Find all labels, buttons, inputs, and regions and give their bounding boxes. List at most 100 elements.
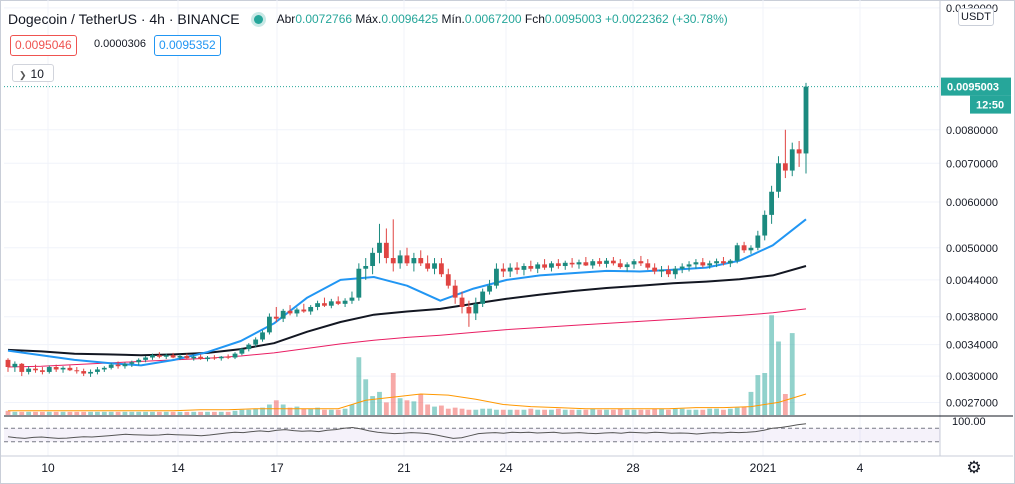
- candle: [445, 268, 451, 289]
- volume-bar: [734, 407, 740, 415]
- volume-bar: [122, 411, 128, 415]
- candle: [150, 353, 155, 360]
- low-label: Mín.: [441, 12, 465, 26]
- candle-body: [638, 261, 644, 264]
- candle: [349, 291, 355, 304]
- candle-body: [604, 260, 609, 264]
- candle: [727, 259, 733, 268]
- candle-body: [707, 263, 713, 266]
- volume-bar: [39, 411, 45, 415]
- volume-bar: [156, 411, 162, 415]
- candle-body: [308, 306, 314, 312]
- candle-body: [232, 353, 238, 358]
- candle: [583, 256, 589, 267]
- candle: [39, 367, 45, 375]
- candle-body: [74, 370, 80, 372]
- volume-bar: [521, 409, 527, 415]
- candle: [700, 258, 706, 268]
- volume-bar: [776, 341, 781, 415]
- candle: [487, 279, 492, 295]
- candle-body: [666, 269, 671, 275]
- candle-body: [170, 355, 176, 358]
- volume-bar: [225, 411, 231, 415]
- candle: [26, 366, 32, 375]
- candle: [652, 263, 658, 275]
- candle: [74, 367, 80, 374]
- candle-body: [5, 359, 11, 368]
- candle: [762, 210, 768, 241]
- candle: [686, 261, 692, 272]
- candle: [335, 296, 341, 306]
- currency-label[interactable]: USDT: [958, 8, 994, 26]
- candle-body: [39, 370, 45, 372]
- candle-body: [617, 263, 623, 268]
- candle: [129, 360, 135, 368]
- candle-body: [19, 363, 25, 372]
- rsi-axis-label: 100.00: [952, 416, 986, 428]
- volume-bar: [5, 410, 11, 415]
- candle-body: [755, 235, 761, 248]
- candle: [721, 256, 726, 266]
- candle: [734, 242, 740, 264]
- last-price-value: 0.0095003: [947, 82, 999, 94]
- last-price-label: 0.0095003 12:50: [941, 77, 1011, 114]
- chevron-down-icon: ❯: [19, 70, 27, 80]
- candle-body: [273, 316, 279, 319]
- candle-body: [370, 252, 376, 267]
- candle-body: [610, 260, 616, 264]
- candle-body: [377, 242, 382, 253]
- volume-bar: [115, 411, 121, 415]
- volume-bar: [53, 411, 59, 415]
- candle-body: [686, 264, 692, 267]
- close-label: Fch: [524, 12, 545, 26]
- close-value: 0.0095003: [544, 12, 602, 26]
- candle-body: [487, 285, 492, 292]
- candle: [67, 365, 73, 372]
- candle: [693, 259, 699, 269]
- candle: [645, 259, 651, 270]
- candle-body: [796, 149, 802, 154]
- candle-body: [315, 303, 320, 307]
- candle-body: [624, 264, 630, 268]
- candle: [569, 258, 575, 268]
- candle-body: [163, 355, 169, 357]
- volume-bar: [652, 408, 658, 415]
- time-tick-label: 28: [626, 461, 640, 475]
- candle: [191, 355, 197, 361]
- candle-body: [301, 309, 307, 312]
- sell-price-button[interactable]: 0.0095046: [10, 35, 77, 56]
- candle: [205, 355, 210, 362]
- candles: [5, 82, 809, 377]
- candle: [342, 298, 348, 307]
- buy-price-button[interactable]: 0.0095352: [154, 35, 221, 56]
- candle: [425, 255, 431, 272]
- candle: [714, 258, 719, 268]
- price-tick-label: 0.0070000: [946, 158, 998, 170]
- candle: [239, 347, 245, 356]
- candle: [610, 256, 616, 266]
- price-axis: 0.01300000.00800000.00700000.00600000.00…: [939, 0, 998, 456]
- volume-bar: [170, 411, 176, 415]
- candle-body: [597, 261, 603, 264]
- volume-bar: [727, 408, 733, 415]
- candle: [280, 308, 286, 323]
- volume-bar: [12, 411, 18, 415]
- candle: [507, 263, 513, 278]
- volume-indicator-toggle[interactable]: ❯ 10: [12, 64, 54, 82]
- candle-body: [672, 268, 678, 275]
- volume-bar: [81, 411, 87, 415]
- volume-bar: [666, 409, 671, 415]
- volume-bar: [789, 333, 795, 415]
- gear-icon[interactable]: ⚙: [966, 458, 982, 477]
- candle-body: [287, 310, 293, 314]
- symbol-title[interactable]: Dogecoin / TetherUS · 4h · BINANCE: [8, 11, 240, 27]
- candle: [163, 353, 169, 360]
- volume-bar: [267, 404, 272, 415]
- candle: [452, 279, 458, 304]
- candle-body: [631, 261, 637, 265]
- volume-bar: [246, 409, 252, 415]
- candle: [218, 355, 224, 361]
- candle-body: [239, 349, 245, 354]
- candle: [246, 343, 252, 352]
